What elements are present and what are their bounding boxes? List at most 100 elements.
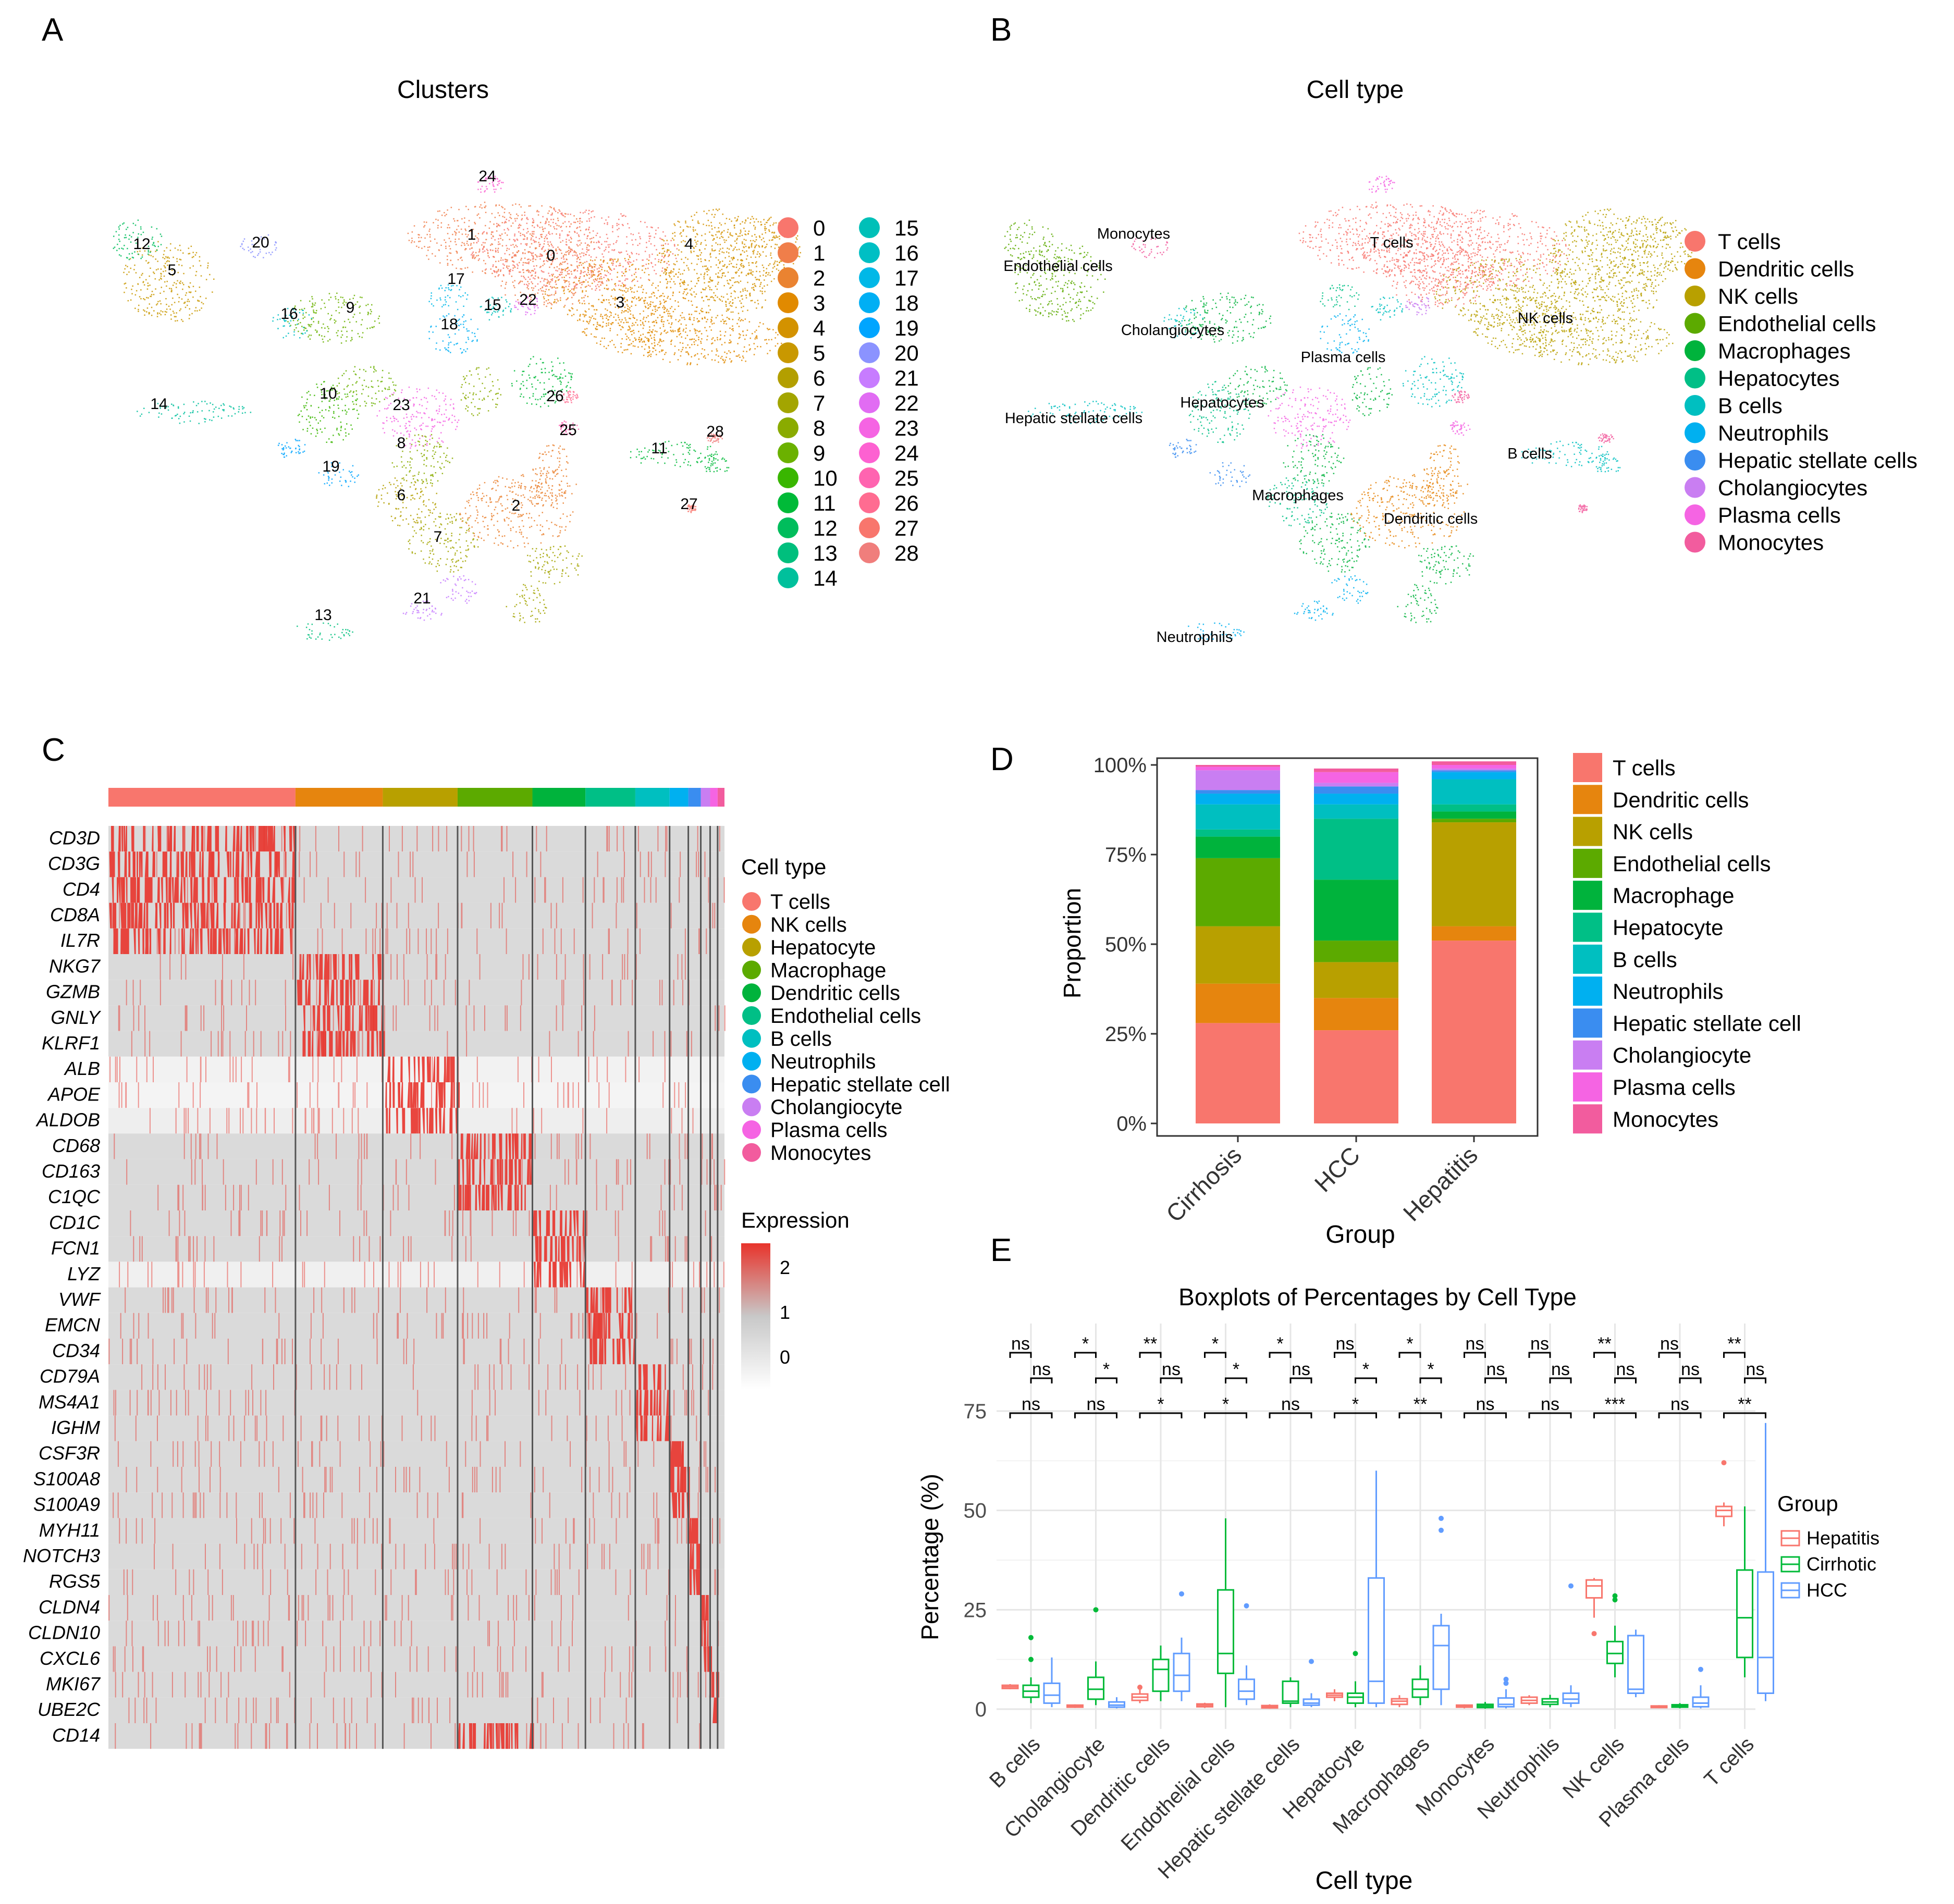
legend-key-dot bbox=[742, 1074, 761, 1094]
legend-key-dot bbox=[859, 367, 880, 388]
umap-cluster-label: 6 bbox=[397, 487, 406, 504]
legend-key-dot bbox=[859, 217, 880, 238]
heatmap-gene-label: NKG7 bbox=[49, 955, 101, 976]
heatmap-expression-marks bbox=[689, 1569, 702, 1595]
umap-cluster-label: 26 bbox=[546, 388, 563, 405]
umap-cluster-label: 22 bbox=[519, 291, 536, 308]
box-outlier bbox=[1093, 1607, 1099, 1613]
heatmap-row-bg bbox=[108, 1723, 724, 1749]
heatmap-gene-label: RGS5 bbox=[49, 1571, 101, 1592]
legend-key-dot bbox=[859, 492, 880, 513]
heatmap-row-bg bbox=[108, 1415, 724, 1441]
heatmap-noise-marks bbox=[126, 980, 690, 1006]
y-tick-label: 75% bbox=[1105, 844, 1147, 867]
umap-point-cluster bbox=[1397, 584, 1439, 623]
heatmap-expression-marks bbox=[111, 826, 297, 852]
legend-label: Monocytes bbox=[770, 1142, 871, 1165]
legend-label: 25 bbox=[894, 466, 919, 490]
stacked-bar-segment bbox=[1314, 804, 1398, 819]
heatmap-legend-title: Cell type bbox=[741, 855, 826, 879]
box-body bbox=[1627, 1635, 1644, 1694]
umap-point-cluster bbox=[1383, 245, 1495, 307]
legend-label: 24 bbox=[894, 441, 919, 465]
sig-bottom-label: *** bbox=[1605, 1394, 1626, 1414]
sig-bottom-label: ** bbox=[1738, 1394, 1751, 1414]
heatmap-annotation-bar bbox=[717, 788, 724, 807]
sig-bottom-bracket bbox=[1139, 1412, 1183, 1418]
umap-point-cluster bbox=[1351, 367, 1393, 416]
legend-label: 11 bbox=[813, 491, 836, 515]
sig-bottom-label: * bbox=[1157, 1394, 1164, 1414]
legend-key bbox=[1573, 785, 1602, 814]
box-body bbox=[1692, 1696, 1710, 1708]
x-tick-label: B cells bbox=[985, 1733, 1044, 1792]
legend-key-dot bbox=[859, 467, 880, 488]
umap-point-cluster bbox=[469, 209, 678, 292]
heatmap-gene-label: FCN1 bbox=[51, 1238, 100, 1259]
legend-key bbox=[1573, 848, 1602, 878]
legend-label: NK cells bbox=[1613, 820, 1693, 844]
y-tick-label: 50 bbox=[964, 1500, 987, 1523]
umap-point-cluster bbox=[1429, 444, 1460, 475]
legend-label: 2 bbox=[813, 266, 825, 290]
sig-mid-bracket bbox=[1355, 1377, 1377, 1383]
umap-point-cluster bbox=[1320, 284, 1360, 311]
umap-celltype-label: Neutrophils bbox=[1157, 629, 1233, 646]
umap-cluster-label: 11 bbox=[651, 440, 667, 457]
sig-top-bracket bbox=[1593, 1352, 1616, 1358]
heatmap-expression-marks bbox=[709, 1672, 719, 1698]
umap-point-cluster bbox=[706, 433, 723, 443]
heatmap-gene-label: APOE bbox=[47, 1083, 101, 1105]
sig-mid-label: ns bbox=[1616, 1359, 1635, 1379]
legend-key-dot bbox=[859, 392, 880, 413]
umap-point-cluster bbox=[1402, 356, 1464, 407]
umap-point-cluster bbox=[1405, 296, 1430, 315]
box-outlier bbox=[1439, 1527, 1444, 1533]
sig-mid-bracket bbox=[1484, 1377, 1507, 1383]
umap-cluster-label: 3 bbox=[616, 294, 625, 311]
umap-cluster-label: 10 bbox=[319, 385, 337, 402]
stacked-bar-segment bbox=[1196, 766, 1280, 771]
sig-bottom-bracket bbox=[1398, 1412, 1442, 1418]
umap-cluster-label: 1 bbox=[468, 226, 476, 243]
legend-key-dot bbox=[778, 467, 798, 488]
legend-label: 5 bbox=[813, 341, 825, 365]
umap-point-cluster bbox=[1320, 313, 1370, 354]
stacked-bar-segment bbox=[1432, 761, 1516, 765]
legend-label: Cholangiocyte bbox=[770, 1096, 903, 1119]
sig-top-bracket bbox=[1464, 1352, 1486, 1358]
heatmap-expression-marks bbox=[669, 1441, 684, 1467]
umap-point-cluster bbox=[1418, 545, 1474, 585]
box-outlier bbox=[1568, 1583, 1574, 1589]
legend-key-dot bbox=[742, 892, 761, 911]
legend-label: 3 bbox=[813, 291, 825, 315]
umap-point-cluster bbox=[297, 622, 353, 641]
legend-label: B cells bbox=[770, 1028, 832, 1050]
legend-label: Hepatic stellate cell bbox=[770, 1073, 950, 1096]
heatmap-expression-marks bbox=[457, 1159, 533, 1185]
heatmap-expression-marks bbox=[700, 1595, 709, 1621]
umap-cluster-label: 25 bbox=[559, 422, 576, 439]
stacked-bar-segment bbox=[1196, 926, 1280, 984]
umap-cluster-label: 20 bbox=[252, 234, 269, 251]
sig-top-label: ns bbox=[1336, 1334, 1355, 1354]
legend-label: Monocytes bbox=[1718, 530, 1824, 555]
legend-key-dot bbox=[778, 292, 798, 313]
heatmap-gene-label: CD8A bbox=[50, 904, 100, 925]
umap-celltype-label: Cholangiocytes bbox=[1121, 322, 1224, 339]
legend-label: Hepatocyte bbox=[1613, 916, 1723, 940]
heatmap-noise-marks bbox=[125, 1287, 720, 1313]
sig-bottom-bracket bbox=[1658, 1412, 1702, 1418]
heatmap-expression-marks bbox=[635, 1415, 671, 1441]
umap-cluster-label: 4 bbox=[685, 236, 694, 253]
umap-point-cluster bbox=[1371, 296, 1404, 320]
sig-mid-bracket bbox=[1549, 1377, 1572, 1383]
box-body bbox=[1087, 1676, 1104, 1700]
umap-point-cluster bbox=[1548, 208, 1674, 302]
sig-mid-bracket bbox=[1095, 1377, 1117, 1383]
legend-key-dot bbox=[1685, 367, 1705, 389]
umap-point-cluster bbox=[297, 381, 360, 443]
heatmap-annotation-bar bbox=[710, 788, 718, 807]
legend-key-dot bbox=[1685, 340, 1705, 361]
y-axis-title: Percentage (%) bbox=[916, 1474, 943, 1640]
